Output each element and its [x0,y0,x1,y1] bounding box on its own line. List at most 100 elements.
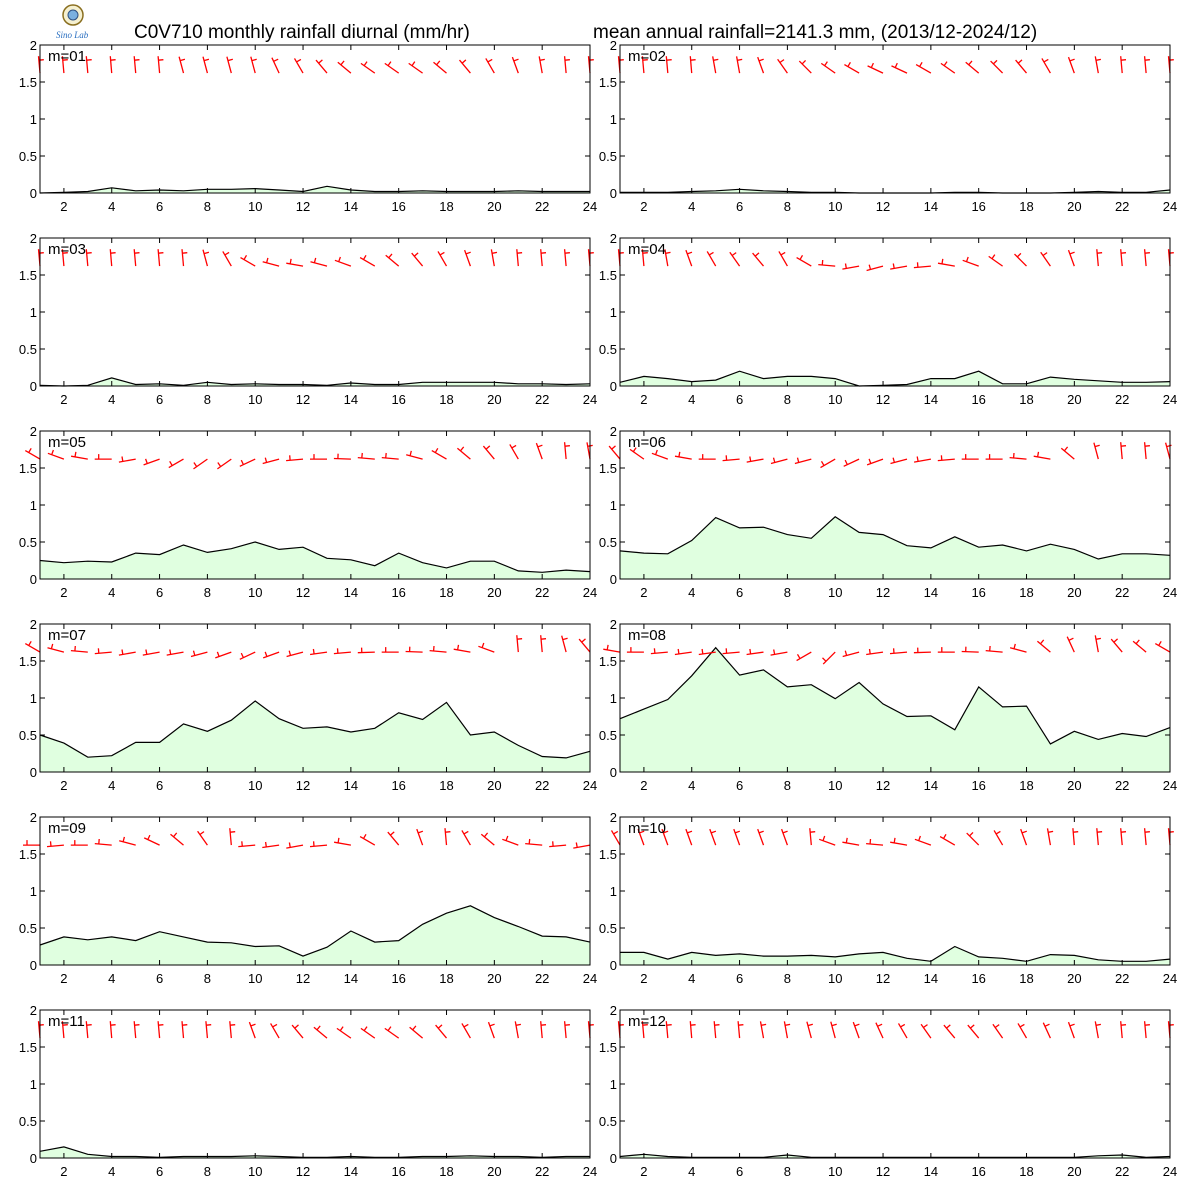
wind-barb [109,1021,116,1039]
wind-barb-shaft [197,830,208,846]
wind-barb [202,249,210,267]
wind-barb-feather [714,1024,720,1026]
wind-barb-feather [1069,1023,1075,1027]
x-tick-label: 14 [344,392,358,407]
wind-barb-shaft [809,828,812,846]
wind-barb [118,456,136,463]
wind-barb-feather [807,1023,813,1027]
x-tick-label: 10 [828,199,842,214]
wind-barb-feather [1120,445,1127,447]
wind-barb [85,56,92,74]
wind-barb [852,1021,860,1039]
wind-barb-shaft [920,1023,932,1039]
month-label: m=06 [628,434,666,451]
wind-barb-feather [1095,637,1102,640]
wind-barb-shaft [485,58,495,74]
wind-barb-shaft [118,651,136,656]
wind-barb-shaft [759,1021,765,1039]
wind-barb-shaft [889,651,908,655]
x-tick-label: 8 [784,585,791,600]
x-tick-label: 2 [640,1164,647,1179]
wind-barb-shaft [1040,251,1051,267]
y-tick-label: 0 [30,765,37,780]
wind-barb-feather [540,252,547,254]
rainfall-area [40,905,590,965]
wind-barb-shaft [1120,56,1123,74]
wind-barb [1120,56,1127,74]
wind-barb-feather [51,449,55,455]
wind-barb-shaft [456,447,471,460]
wind-barb [357,452,375,460]
wind-barb-feather [169,460,173,466]
x-tick-label: 22 [535,1164,549,1179]
wind-barb [665,1021,672,1039]
wind-barb [796,254,812,267]
wind-barb [866,264,884,272]
month-label: m=04 [628,241,666,258]
wind-barb-feather [217,462,222,467]
wind-barb [722,455,740,462]
x-tick-label: 14 [344,971,358,986]
rainfall-area [40,701,590,772]
wind-barb [780,828,789,846]
wind-barb-shaft [459,59,471,74]
wind-barb-shaft [118,458,136,463]
wind-barb-shaft [1120,249,1123,267]
x-tick-label: 6 [736,778,743,793]
y-tick-label: 1 [30,112,37,127]
wind-barb-shaft [119,840,136,846]
wind-barb-shaft [142,651,160,656]
x-tick-label: 12 [876,392,890,407]
wind-barb-shaft [1033,455,1051,460]
wind-barb-shaft [967,1024,980,1039]
wind-barb-shaft [985,649,1003,653]
wind-barb [1096,249,1103,267]
wind-barb-feather [361,452,363,459]
wind-barb [516,249,523,267]
wind-barb [698,454,716,460]
x-tick-label: 14 [344,1164,358,1179]
x-tick-label: 12 [296,778,310,793]
wind-barb [271,57,280,74]
wind-barb-feather [894,62,898,68]
wind-barb [119,836,136,846]
wind-barb-feather [86,59,92,61]
wind-barb-feather [517,252,523,254]
wind-barb-feather [731,252,737,257]
wind-barb [1143,1021,1150,1039]
wind-barb-shaft [262,651,280,659]
wind-barb [217,458,232,470]
wind-barb-feather [1113,638,1119,643]
wind-barb-feather [1095,1023,1102,1026]
wind-barb-feather [844,263,847,269]
wind-barb [310,648,328,656]
wind-barb-feather [230,831,236,833]
wind-barb-shaft [1014,253,1027,267]
wind-barb [561,635,568,653]
wind-barb-feather [892,457,896,463]
wind-barb [913,456,932,463]
wind-barb [336,1026,352,1039]
wind-barb-shaft [310,261,328,267]
wind-barb-shaft [262,458,280,465]
wind-barb-feather [1048,830,1054,833]
x-tick-label: 24 [1163,1164,1177,1179]
y-tick-label: 2 [30,424,37,439]
y-tick-label: 1.5 [599,75,617,90]
x-tick-label: 12 [876,199,890,214]
month-label: m=09 [48,820,86,837]
wind-barb-shaft [822,651,836,665]
wind-barb-shaft [943,1024,956,1039]
wind-barb-shaft [1094,1021,1099,1039]
wind-barb [1041,58,1051,74]
x-tick-label: 4 [108,199,115,214]
wind-barb [444,828,451,846]
x-tick-label: 4 [108,1164,115,1179]
wind-barb-shaft [47,647,65,653]
wind-barb [535,442,543,460]
wind-barb [1094,56,1102,74]
x-tick-label: 2 [640,199,647,214]
